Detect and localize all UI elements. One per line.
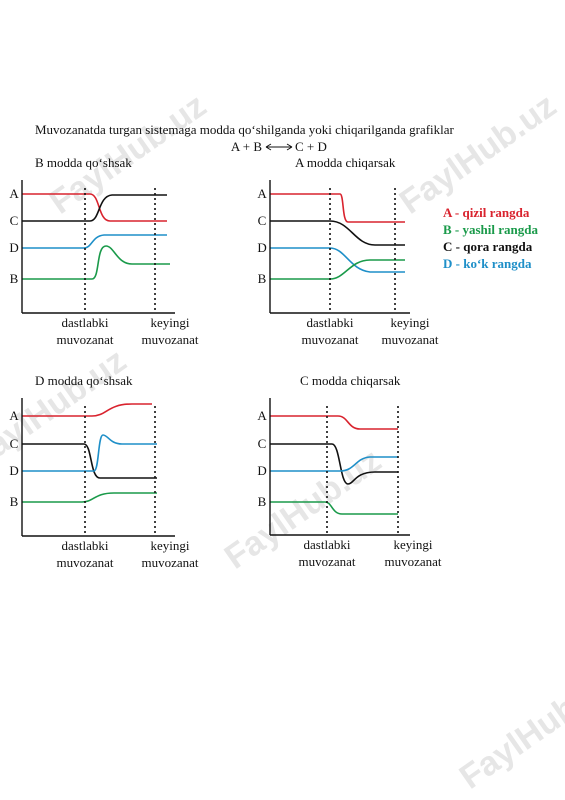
end-label: keyingi — [394, 537, 433, 552]
level-label: B — [258, 271, 267, 286]
start-label: muvozanat — [298, 554, 355, 569]
end-label: keyingi — [151, 538, 190, 553]
level-label: D — [257, 463, 266, 478]
legend-entry: C - qora rangda — [443, 239, 533, 254]
watermark: FaylHub.uz — [0, 341, 133, 476]
panel-title: D modda qo‘shsak — [35, 373, 133, 388]
end-label: keyingi — [391, 315, 430, 330]
curve-a — [270, 193, 405, 223]
level-label: C — [258, 213, 267, 228]
curve-c — [22, 443, 157, 479]
legend-entry: D - ko‘k rangda — [443, 256, 532, 271]
legend-letter: A — [443, 205, 453, 220]
start-label: muvozanat — [56, 555, 113, 570]
watermark: FaylHub.uz — [393, 86, 563, 221]
legend-text: - yashil rangda — [452, 222, 539, 237]
legend-text: - ko‘k rangda — [452, 256, 532, 271]
legend-letter: B — [443, 222, 452, 237]
panel-title: B modda qo‘shsak — [35, 155, 132, 170]
level-label: D — [9, 240, 18, 255]
level-label: C — [258, 436, 267, 451]
level-label: D — [257, 240, 266, 255]
curve-c — [22, 194, 167, 222]
start-label: dastlabki — [62, 315, 109, 330]
curve-b — [270, 501, 398, 515]
end-label: muvozanat — [384, 554, 441, 569]
start-label: dastlabki — [307, 315, 354, 330]
watermark: FaylHub.uz — [43, 86, 213, 221]
curve-b — [270, 259, 405, 280]
legend-entry: B - yashil rangda — [443, 222, 538, 237]
watermark: FaylHub.uz — [453, 661, 565, 796]
level-label: A — [257, 186, 267, 201]
level-label: B — [10, 494, 19, 509]
arrow-heads — [265, 143, 293, 151]
end-label: keyingi — [151, 315, 190, 330]
equation: A + B C + D — [231, 139, 327, 154]
start-label: muvozanat — [56, 332, 113, 347]
level-label: C — [10, 436, 19, 451]
level-label: D — [9, 463, 18, 478]
legend-entry: A - qizil rangda — [443, 205, 530, 220]
curve-a — [270, 415, 398, 430]
level-label: B — [258, 494, 267, 509]
end-label: muvozanat — [381, 332, 438, 347]
curve-a — [22, 403, 152, 417]
equation-right: C + D — [295, 139, 327, 154]
legend-letter: C — [443, 239, 452, 254]
level-label: A — [9, 186, 19, 201]
end-label: muvozanat — [141, 332, 198, 347]
legend-text: - qizil rangda — [452, 205, 530, 220]
equation-left: A + B — [231, 139, 263, 154]
start-label: muvozanat — [301, 332, 358, 347]
end-label: muvozanat — [141, 555, 198, 570]
curve-c — [270, 443, 398, 485]
title: Muvozanatda turgan sistemaga modda qo‘sh… — [35, 122, 455, 137]
panel-title: C modda chiqarsak — [300, 373, 401, 388]
level-label: C — [10, 213, 19, 228]
level-label: A — [9, 408, 19, 423]
curve-d — [22, 234, 167, 249]
legend-text: - qora rangda — [452, 239, 532, 254]
curve-d — [270, 456, 398, 472]
panel-title: A modda chiqarsak — [295, 155, 396, 170]
level-label: A — [257, 408, 267, 423]
start-label: dastlabki — [304, 537, 351, 552]
level-label: B — [10, 271, 19, 286]
curve-c — [270, 220, 405, 246]
legend-letter: D — [443, 256, 452, 271]
curve-d — [22, 434, 157, 472]
curve-b — [22, 492, 157, 503]
start-label: dastlabki — [62, 538, 109, 553]
curve-b — [22, 245, 170, 280]
